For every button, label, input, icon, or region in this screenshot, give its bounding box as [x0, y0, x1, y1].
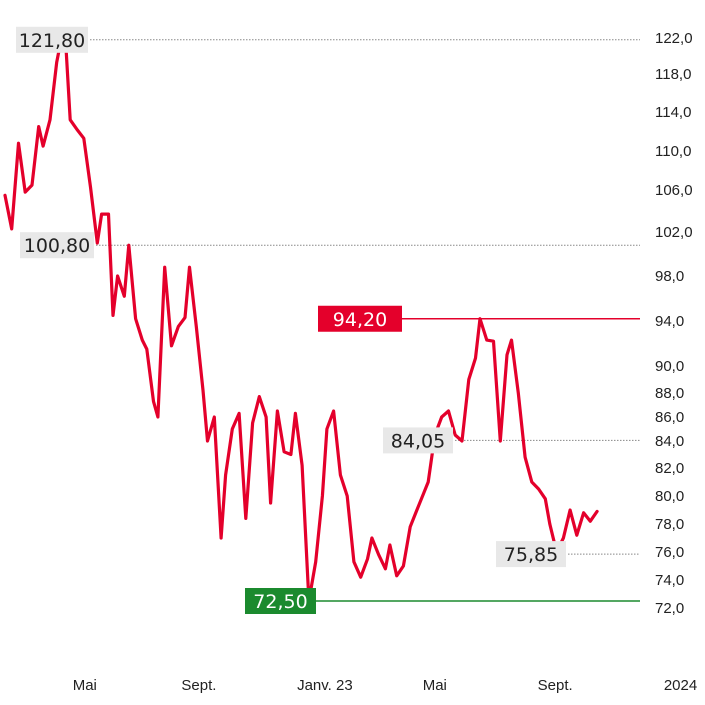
annotation-box: [318, 305, 402, 332]
reference-lines: [90, 39, 640, 602]
y-tick-label: 102,0: [655, 224, 693, 241]
y-tick-label: 90,0: [655, 358, 684, 375]
y-tick-label: 122,0: [655, 30, 693, 47]
x-tick-label: Mai: [73, 677, 97, 694]
annotation-box: [383, 427, 453, 454]
value-annotations: 121,80 100,80 94,20 84,05 75,85 72,50: [16, 26, 566, 614]
y-tick-label: 76,0: [655, 544, 684, 561]
price-series: [3, 38, 599, 603]
y-tick-label: 110,0: [655, 143, 691, 160]
annotation-label: 100,80: [24, 235, 90, 257]
annotation-label: 75,85: [504, 544, 558, 566]
annotation-label: 72,50: [253, 591, 307, 613]
y-tick-label: 72,0: [655, 600, 684, 617]
y-tick-label: 80,0: [655, 488, 684, 505]
y-tick-label: 74,0: [655, 572, 684, 589]
annotation-box: [16, 26, 88, 53]
annotation-label: 84,05: [391, 430, 445, 452]
y-tick-label: 78,0: [655, 516, 684, 533]
annotation-box: [20, 232, 94, 259]
annotation-box: [496, 541, 566, 568]
y-tick-label: 84,0: [655, 433, 684, 450]
x-tick-label: 2024: [664, 677, 697, 694]
y-tick-label: 98,0: [655, 268, 684, 285]
y-tick-label: 106,0: [655, 182, 693, 199]
y-axis: 72,0 74,0 76,0 78,0 80,0 82,0 84,0 86,0 88,0 90,0…: [655, 30, 693, 617]
x-tick-label: Sept.: [181, 677, 216, 694]
y-tick-label: 86,0: [655, 409, 684, 426]
x-tick-label: Janv. 23: [297, 677, 353, 694]
annotation-box: [245, 588, 316, 614]
annotation-label: 121,80: [19, 30, 85, 52]
annotation-label: 94,20: [333, 309, 387, 331]
y-tick-label: 114,0: [655, 104, 691, 121]
x-tick-label: Mai: [423, 677, 447, 694]
x-tick-label: Sept.: [538, 677, 573, 694]
x-axis: Mai Sept. Janv. 23 Mai Sept. 2024: [73, 677, 697, 694]
y-tick-label: 94,0: [655, 313, 684, 330]
series-line: [3, 38, 599, 603]
y-tick-label: 88,0: [655, 385, 684, 402]
y-tick-label: 118,0: [655, 66, 691, 83]
y-tick-label: 82,0: [655, 460, 684, 477]
